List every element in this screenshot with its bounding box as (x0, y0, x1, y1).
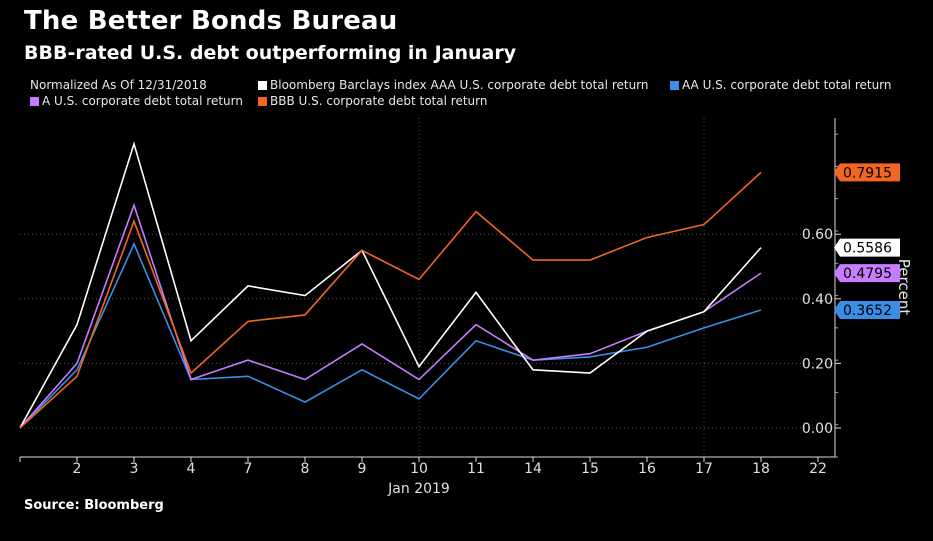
legend-note: Normalized As Of 12/31/2018 (30, 78, 207, 92)
chart-title: The Better Bonds Bureau (24, 6, 398, 36)
end-label-bbb-text: 0.7915 (843, 165, 892, 181)
end-label-bbb-tag (834, 163, 900, 182)
x-tick-label: 22 (809, 461, 827, 477)
x-tick-label: 11 (467, 461, 485, 477)
legend-label-a: A U.S. corporate debt total return (42, 94, 243, 108)
end-label-aaa-tag (834, 238, 900, 257)
legend-swatch-aa (670, 80, 679, 90)
y-tick-label: 0.60 (802, 227, 833, 243)
x-tick-label: 9 (358, 461, 367, 477)
x-tick-label: 8 (301, 461, 310, 477)
legend-item-aa: AA U.S. corporate debt total return (670, 78, 892, 92)
x-tick-label: 2 (73, 461, 82, 477)
x-tick-label: 16 (638, 461, 656, 477)
legend-note-text: Normalized As Of 12/31/2018 (30, 78, 207, 92)
legend-swatch-bbb (258, 96, 267, 106)
series-line-aaa (19, 141, 762, 429)
x-axis-title: Jan 2019 (387, 481, 450, 497)
legend-item-bbb: BBB U.S. corporate debt total return (258, 94, 487, 108)
legend-label-bbb: BBB U.S. corporate debt total return (270, 94, 488, 108)
end-label-a-tag (834, 264, 900, 283)
x-tick-label: 3 (130, 461, 139, 477)
source-note: Source: Bloomberg (24, 498, 164, 513)
end-label-a: 0.4795 (834, 264, 900, 283)
end-label-a-text: 0.4795 (843, 266, 892, 282)
x-tick-label: 4 (187, 461, 196, 477)
legend-swatch-aaa (258, 80, 267, 90)
y-tick-label: 0.40 (802, 292, 833, 308)
x-tick-label: 17 (695, 461, 713, 477)
legend-label-aa: AA U.S. corporate debt total return (682, 78, 892, 92)
end-label-aaa: 0.5586 (834, 238, 900, 257)
x-tick-label: 7 (244, 461, 253, 477)
series-line-aa (19, 241, 762, 429)
legend-item-aaa: Bloomberg Barclays index AAA U.S. corpor… (258, 78, 649, 92)
end-label-aa: 0.3652 (834, 301, 900, 320)
end-label-aa-tag (834, 301, 900, 320)
end-label-aa-text: 0.3652 (843, 303, 892, 319)
series-line-a (19, 202, 762, 429)
x-tick-label: 15 (581, 461, 599, 477)
legend-swatch-a (30, 96, 39, 106)
y-tick-label: 0.20 (802, 356, 833, 372)
x-tick-label: 14 (524, 461, 542, 477)
legend-item-a: A U.S. corporate debt total return (30, 94, 243, 108)
end-label-bbb: 0.7915 (834, 163, 900, 182)
series-line-bbb (19, 171, 762, 429)
x-tick-label: 10 (410, 461, 428, 477)
x-tick-label: 18 (752, 461, 770, 477)
chart-subtitle: BBB-rated U.S. debt outperforming in Jan… (24, 42, 517, 64)
end-label-aaa-text: 0.5586 (843, 241, 892, 257)
y-tick-label: 0.00 (802, 421, 833, 437)
legend-label-aaa: Bloomberg Barclays index AAA U.S. corpor… (270, 78, 649, 92)
